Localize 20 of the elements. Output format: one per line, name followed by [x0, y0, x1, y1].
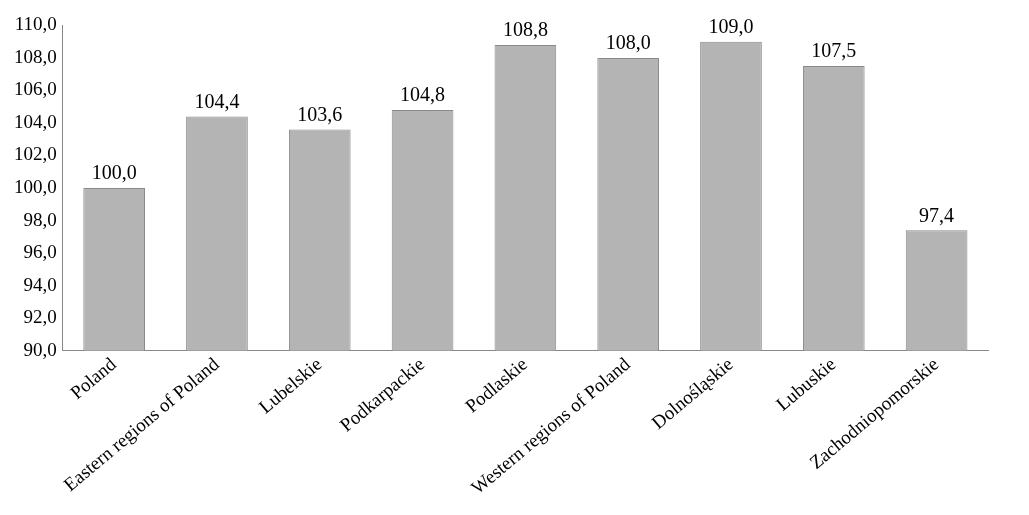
y-tick-label: 106,0	[14, 78, 57, 100]
y-tick-label: 94,0	[23, 273, 57, 295]
data-label: 109,0	[708, 14, 754, 37]
y-tick-label: 102,0	[14, 143, 57, 165]
y-tick-label: 108,0	[14, 45, 57, 67]
y-tick-label: 104,0	[14, 110, 57, 132]
y-tick-label: 92,0	[23, 306, 57, 328]
data-label: 107,5	[811, 39, 857, 62]
y-tick-label: 96,0	[23, 241, 57, 263]
data-label: 108,0	[605, 31, 651, 54]
data-label: 100,0	[91, 161, 137, 184]
y-tick-label: 100,0	[14, 175, 57, 197]
data-label: 104,4	[194, 89, 240, 112]
data-label: 97,4	[919, 203, 955, 226]
data-label: 108,8	[502, 18, 548, 41]
y-tick-label: 98,0	[23, 208, 57, 230]
data-label: 103,6	[297, 102, 343, 125]
y-tick-label: 90,0	[23, 338, 57, 360]
data-label: 104,8	[400, 83, 446, 106]
y-tick-label: 110,0	[14, 13, 57, 35]
